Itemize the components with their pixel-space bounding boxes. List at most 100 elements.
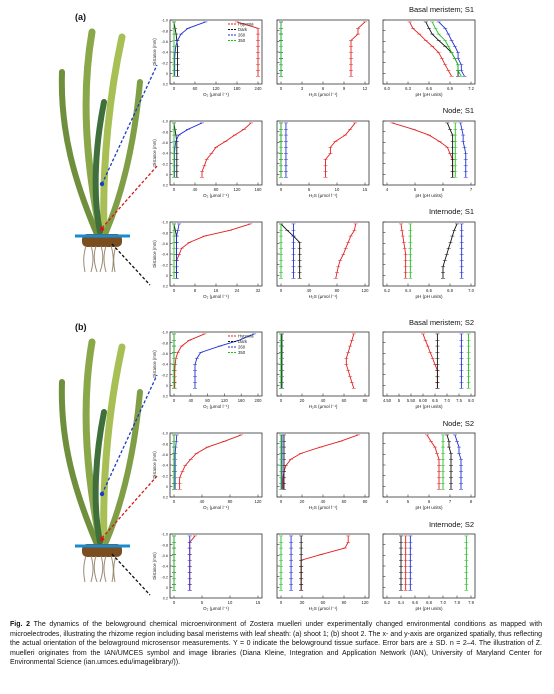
x-tick-label-1-1-ph-1: 5 [407, 499, 410, 504]
legend-label-0-2: 260 [238, 33, 246, 38]
x-tick-label-0-1-o2-4: 160 [255, 187, 263, 192]
x-tick-label-1-0-h2s-0: 0 [280, 398, 283, 403]
x-tick-label-1-1-h2s-4: 80 [363, 499, 368, 504]
x-tick-label-1-2-h2s-2: 60 [321, 600, 326, 605]
y-tick-label-1-1-o2-4: -0.2 [161, 474, 168, 478]
x-tick-label-0-0-o2-2: 120 [213, 86, 221, 91]
series-line-0-0-ph-3 [431, 21, 462, 77]
y-axis-label-1-2-o2: Distance (mm) [152, 552, 157, 580]
y-axis-label-0-2-o2: Distance (mm) [152, 240, 157, 268]
y-tick-label-1-1-o2-2: -0.6 [161, 453, 168, 457]
x-tick-label-1-1-h2s-1: 20 [300, 499, 305, 504]
y-tick-label-0-1-o2-2: -0.6 [161, 141, 168, 145]
y-tick-label-0-0-o2-1: -0.8 [161, 29, 168, 33]
y-tick-label-1-1-o2-3: -0.4 [161, 464, 168, 468]
row-title-b3: Internode; S2 [428, 520, 474, 529]
x-tick-label-1-2-o2-2: 10 [228, 600, 233, 605]
y-tick-label-0-2-o2-6: 0.2 [163, 285, 168, 289]
row-title-b2: Node; S2 [442, 419, 474, 428]
plant-probe-node-a [99, 226, 105, 232]
x-tick-label-1-2-ph-2: 6.6 [412, 600, 418, 605]
x-tick-label-1-1-h2s-3: 60 [342, 499, 347, 504]
x-tick-label-1-2-ph-6: 7.9 [468, 600, 474, 605]
x-tick-label-0-0-h2s-0: 0 [280, 86, 283, 91]
x-tick-label-0-1-ph-1: 5 [414, 187, 417, 192]
x-tick-label-1-2-h2s-0: 0 [280, 600, 283, 605]
plant-root-b-3 [99, 555, 104, 583]
y-axis-label-1-0-o2: Distance (mm) [152, 350, 157, 378]
x-tick-label-0-0-ph-4: 7.2 [468, 86, 474, 91]
plot-frame-0-0-h2s [276, 19, 370, 85]
caption-fig-label: Fig. 2 [10, 621, 31, 628]
x-tick-label-0-0-o2-3: 180 [234, 86, 242, 91]
x-axis-label-1-1-h2s: H₂S (μmol l⁻¹) [309, 505, 338, 510]
y-tick-label-0-2-o2-2: -0.6 [161, 242, 168, 246]
x-tick-label-1-0-ph-6: 7.5 [456, 398, 462, 403]
x-tick-label-0-1-h2s-1: 5 [308, 187, 311, 192]
series-line-1-1-o2-0 [179, 434, 242, 490]
series-line-1-1-ph-0 [426, 434, 440, 490]
plant-root-b-4 [103, 555, 107, 583]
x-tick-label-0-1-ph-2: 6 [442, 187, 445, 192]
x-tick-label-1-0-o2-2: 80 [205, 398, 210, 403]
plot-frame-0-2-ph [382, 221, 476, 287]
x-tick-label-0-2-ph-3: 6.8 [447, 288, 453, 293]
x-tick-label-0-2-ph-0: 6.2 [384, 288, 390, 293]
series-line-0-1-ph-2 [460, 122, 467, 178]
series-line-0-2-ph-0 [400, 223, 407, 279]
x-tick-label-0-2-o2-0: 0 [173, 288, 176, 293]
y-tick-label-1-2-o2-4: -0.2 [161, 575, 168, 579]
series-line-1-0-h2s-0 [345, 333, 355, 389]
series-line-0-2-ph-1 [442, 223, 458, 279]
plant-root-b-6 [113, 555, 117, 583]
y-tick-label-1-2-o2-0: -1.0 [161, 533, 168, 537]
x-tick-label-0-1-h2s-2: 10 [335, 187, 340, 192]
x-tick-label-1-1-ph-3: 7 [449, 499, 452, 504]
x-tick-label-0-0-h2s-4: 12 [363, 86, 368, 91]
x-axis-label-1-0-h2s: H₂S (μmol l⁻¹) [309, 404, 338, 409]
x-tick-label-0-0-h2s-1: 3 [301, 86, 304, 91]
x-tick-label-1-2-ph-3: 6.8 [426, 600, 432, 605]
x-tick-label-1-0-o2-5: 200 [255, 398, 263, 403]
x-tick-label-1-1-h2s-0: 0 [280, 499, 283, 504]
plant-root-b-2 [93, 555, 98, 583]
x-tick-label-1-1-h2s-2: 40 [321, 499, 326, 504]
y-tick-label-0-0-o2-5: 0 [166, 72, 168, 76]
plot-frame-0-1-o2 [169, 120, 263, 186]
y-tick-label-1-0-o2-5: 0 [166, 384, 168, 388]
series-line-1-1-o2-2 [174, 434, 178, 490]
x-axis-label-0-1-h2s: H₂S (μmol l⁻¹) [309, 193, 338, 198]
x-tick-label-1-0-o2-0: 0 [173, 398, 176, 403]
y-tick-label-1-1-o2-0: -1.0 [161, 432, 168, 436]
y-tick-label-0-1-o2-6: 0.2 [163, 184, 168, 188]
x-axis-label-1-1-ph: pH (pH units) [415, 505, 443, 510]
series-line-0-0-o2-1 [173, 21, 178, 77]
series-line-0-2-h2s-1 [280, 223, 301, 279]
x-tick-label-1-2-o2-0: 0 [173, 600, 176, 605]
x-tick-label-1-0-ph-2: 5.50 [407, 398, 416, 403]
series-line-0-1-o2-0 [201, 122, 252, 178]
y-tick-label-1-0-o2-3: -0.4 [161, 363, 168, 367]
y-tick-label-0-2-o2-3: -0.4 [161, 253, 168, 257]
y-tick-label-0-1-o2-0: -1.0 [161, 120, 168, 124]
series-line-0-2-h2s-0 [335, 223, 357, 279]
x-tick-label-0-0-h2s-2: 6 [322, 86, 325, 91]
y-tick-label-0-0-o2-0: -1.0 [161, 19, 168, 23]
y-tick-label-1-1-o2-1: -0.8 [161, 442, 168, 446]
x-axis-label-1-2-o2: O₂ (μmol l⁻¹) [203, 606, 229, 611]
y-axis-label-0-1-o2: Distance (mm) [152, 139, 157, 167]
row-title-a1: Basal meristem; S1 [408, 5, 474, 14]
plant-root-a-4 [103, 245, 107, 273]
y-tick-label-1-2-o2-1: -0.8 [161, 543, 168, 547]
y-tick-label-0-0-o2-2: -0.6 [161, 40, 168, 44]
plot-frame-1-2-o2 [169, 533, 263, 599]
x-tick-label-0-0-ph-0: 6.0 [384, 86, 390, 91]
x-tick-label-1-2-h2s-1: 30 [300, 600, 305, 605]
x-axis-label-1-2-ph: pH (pH units) [415, 606, 443, 611]
y-tick-label-0-2-o2-4: -0.2 [161, 263, 168, 267]
y-tick-label-1-0-o2-0: -1.0 [161, 331, 168, 335]
x-tick-label-1-2-o2-1: 5 [201, 600, 204, 605]
plant-leaf-a-2 [100, 33, 126, 236]
plant-root-a-1 [90, 245, 94, 273]
x-axis-label-1-0-o2: O₂ (μmol l⁻¹) [203, 404, 229, 409]
